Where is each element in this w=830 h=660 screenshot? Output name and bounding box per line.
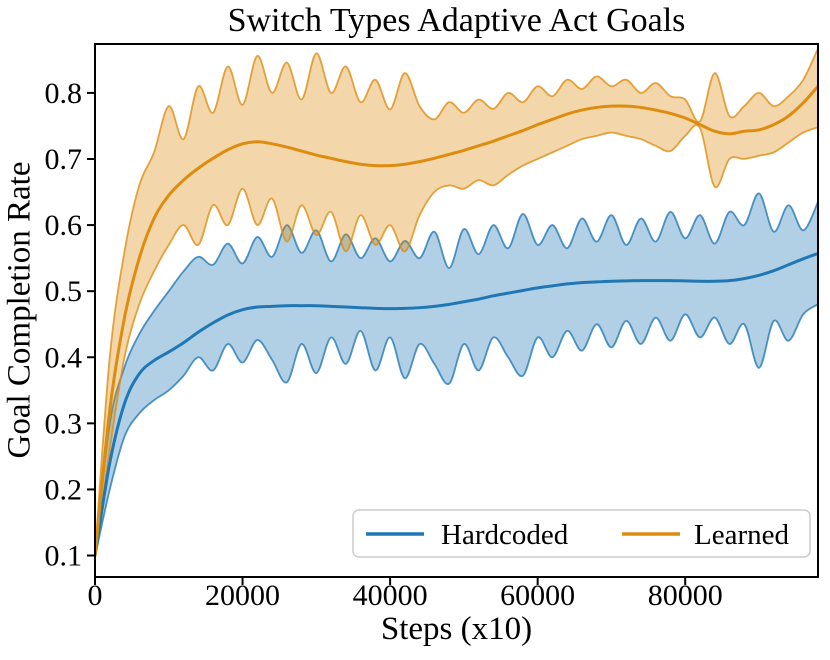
hardcoded-band-upper-edge <box>95 192 818 555</box>
x-tick-label: 20000 <box>205 579 280 612</box>
learned-mean-line <box>95 84 818 558</box>
y-tick-label: 0.7 <box>45 143 83 176</box>
y-tick-label: 0.3 <box>45 407 83 440</box>
x-tick-label: 40000 <box>353 579 428 612</box>
x-tick-label: 0 <box>88 579 103 612</box>
learned-band-upper-edge <box>95 48 818 555</box>
y-tick-label: 0.4 <box>45 341 83 374</box>
hardcoded-band-lower-edge <box>95 303 818 558</box>
x-tick-label: 80000 <box>648 579 723 612</box>
legend: Hardcoded Learned <box>352 509 811 558</box>
y-axis-label: Goal Completion Rate <box>1 161 38 459</box>
x-tick-label: 60000 <box>500 579 575 612</box>
legend-box <box>352 509 811 558</box>
legend-label-hardcoded: Hardcoded <box>441 519 569 551</box>
learned-band-lower-edge <box>95 124 818 557</box>
hardcoded-mean-line <box>95 252 818 558</box>
series-layer <box>95 48 818 558</box>
hardcoded-confidence-band <box>95 193 818 557</box>
y-tick-label: 0.5 <box>45 275 83 308</box>
y-tick-label: 0.6 <box>45 209 83 242</box>
legend-label-learned: Learned <box>694 519 789 551</box>
plot-border <box>94 43 819 578</box>
axis-ticks <box>87 91 687 585</box>
y-tick-label: 0.8 <box>45 77 83 110</box>
y-tick-label: 0.2 <box>45 473 83 506</box>
chart-title: Switch Types Adaptive Act Goals <box>227 2 686 39</box>
x-axis-label: Steps (x10) <box>380 611 533 647</box>
y-tick-label: 0.1 <box>45 540 83 573</box>
learned-confidence-band <box>95 48 818 557</box>
tick-labels: 0 20000 40000 60000 80000 0.1 0.2 0.3 0.4 0.5 0.6 0… <box>45 77 723 612</box>
